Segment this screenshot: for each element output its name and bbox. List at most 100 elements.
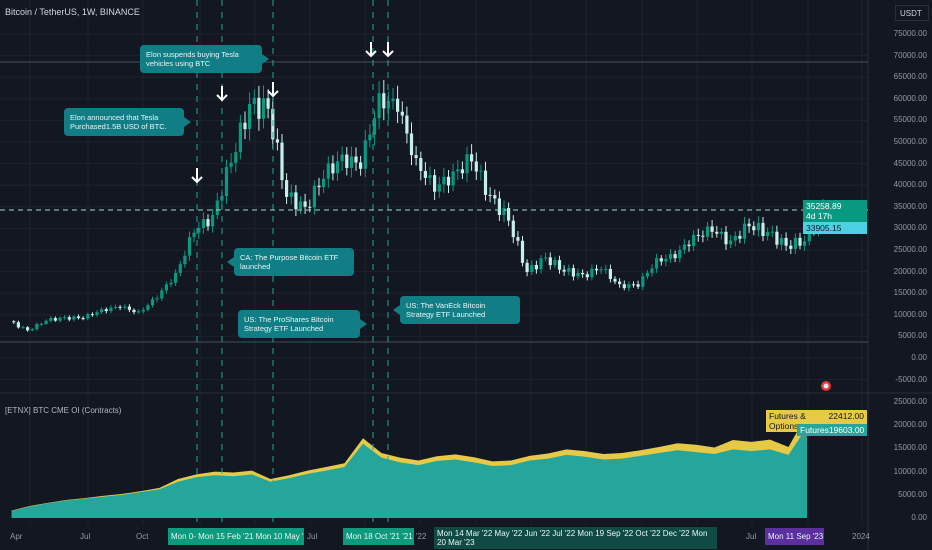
candle-body: [659, 258, 663, 262]
price-tick: 10000.00: [893, 309, 927, 319]
candle-body: [132, 309, 136, 313]
callout-proshares-etf[interactable]: US: The ProShares Bitcoin Strategy ETF L…: [238, 310, 367, 338]
candle-body: [544, 257, 548, 259]
candle-body: [123, 306, 127, 308]
candle-body: [442, 176, 446, 185]
price-tick: 70000.00: [893, 50, 927, 60]
candle-body: [530, 264, 534, 273]
candle-body: [169, 282, 173, 285]
candle-body: [90, 314, 94, 316]
candle-body: [618, 281, 622, 285]
candle-body: [608, 268, 612, 279]
candle-body: [696, 234, 700, 236]
down-arrow-icon: [382, 42, 394, 58]
candle-body: [548, 257, 552, 266]
time-label: Jul: [307, 532, 318, 541]
candle-body: [590, 268, 594, 278]
candle-body: [146, 305, 150, 310]
time-label: Jul: [80, 532, 91, 541]
oi-tick: 5000.00: [898, 489, 927, 499]
candle-body: [775, 231, 779, 245]
candle-body: [63, 317, 67, 319]
candle-body: [567, 268, 571, 272]
candle-body: [220, 196, 224, 201]
candle-body: [285, 180, 289, 197]
time-marker-group[interactable]: Mon 14 Mar '22 May '22 Jun '22 Jul '22 M…: [434, 527, 717, 549]
currency-selector[interactable]: USDT: [895, 5, 929, 21]
callout-elon-suspends[interactable]: Elon suspends buying Tesla vehicles usin…: [140, 45, 269, 73]
candle-body: [733, 235, 737, 241]
candle-body: [631, 284, 636, 286]
candle-body: [275, 139, 279, 143]
candle-body: [710, 226, 714, 232]
candle-body: [553, 260, 557, 266]
callout-purpose-etf[interactable]: CA: The Purpose Bitcoin ETF launched: [227, 248, 354, 276]
candle-body: [238, 122, 242, 153]
candle-body: [807, 226, 811, 242]
time-label: Jul: [746, 532, 757, 541]
last-price-tag: 35258.89 4d 17h: [803, 200, 867, 222]
candle-body: [433, 175, 437, 192]
futures-options-label: Futures & Options: [769, 411, 806, 431]
candle-body: [752, 226, 756, 231]
candle-body: [456, 169, 460, 172]
candle-body: [798, 237, 802, 246]
candle-body: [701, 235, 705, 237]
down-arrow-icon: [365, 42, 377, 58]
time-marker-group[interactable]: Mon 18 Oct '21 '21: [343, 528, 414, 545]
candle-body: [742, 223, 747, 239]
candle-body: [372, 118, 377, 135]
candle-body: [354, 156, 358, 163]
candle-body: [622, 284, 626, 289]
candle-body: [562, 269, 566, 272]
candle-body: [534, 264, 538, 270]
callout-tesla-purchase[interactable]: Elon announced that Tesla Purchased1.5B …: [64, 108, 191, 136]
candle-body: [493, 195, 497, 199]
callout-vaneck-etf[interactable]: US: The VanEck Bitcoin Strategy ETF Laun…: [393, 296, 520, 324]
symbol-title: Bitcoin / TetherUS, 1W, BINANCE: [5, 7, 140, 17]
candle-body: [76, 316, 81, 319]
candle-body: [715, 231, 719, 234]
candle-body: [257, 97, 261, 119]
candle-body: [229, 162, 233, 168]
price-tick: 0.00: [911, 353, 927, 362]
crosshair-price-tag: 33905.15: [803, 222, 867, 234]
time-marker-group[interactable]: Mon 11 Sep '23: [765, 528, 824, 545]
price-tick: 50000.00: [893, 137, 927, 146]
time-label: Apr: [10, 532, 23, 541]
candle-body: [729, 240, 733, 245]
candle-body: [446, 176, 451, 186]
candle-body: [72, 316, 76, 320]
candle-body: [724, 231, 728, 245]
candle-body: [779, 237, 784, 245]
price-tick: 35000.00: [893, 201, 927, 211]
candle-body: [261, 98, 266, 119]
oi-tick: 0.00: [911, 513, 927, 522]
candle-body: [479, 170, 483, 172]
candle-body: [525, 262, 529, 273]
candle-body: [192, 232, 196, 238]
price-tick: 25000.00: [893, 245, 927, 254]
candle-body: [201, 219, 205, 228]
price-tick: 15000.00: [893, 288, 927, 298]
candle-body: [234, 152, 238, 163]
candle-body: [576, 272, 580, 277]
oi-futures-area: [11, 427, 807, 518]
candle-body: [678, 249, 682, 259]
candle-body: [298, 201, 303, 210]
candle-body: [340, 154, 344, 162]
time-marker-group[interactable]: Mon 0- Mon 15 Feb '21 Mon 10 May '21: [168, 528, 304, 545]
candle-body: [585, 274, 589, 278]
price-tick: 65000.00: [893, 72, 927, 82]
candle-body: [539, 258, 543, 270]
oi-tick: 10000.00: [893, 466, 927, 476]
candle-body: [770, 231, 774, 233]
candle-body: [474, 161, 478, 172]
candle-body: [44, 320, 48, 324]
candle-body: [557, 260, 562, 270]
candle-body: [155, 298, 159, 300]
candle-body: [215, 200, 219, 216]
candle-body: [747, 223, 751, 227]
candle-body: [104, 309, 108, 312]
